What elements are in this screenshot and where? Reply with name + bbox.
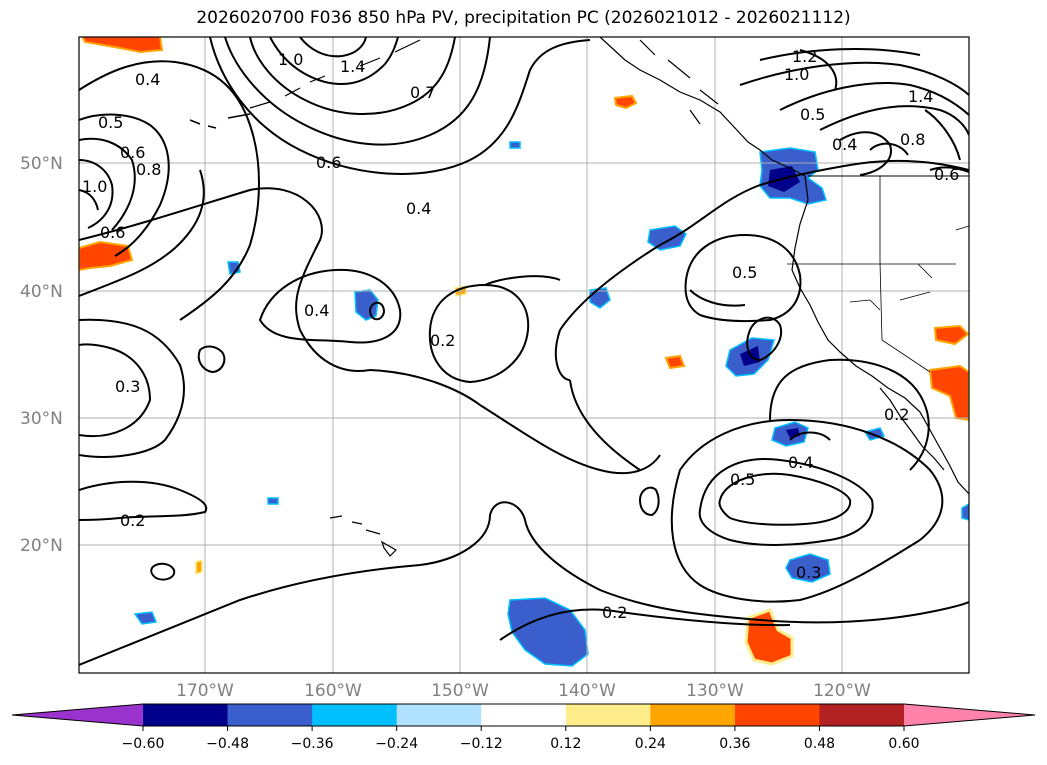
colorbar-segment <box>819 704 905 726</box>
contour-label: 1.4 <box>340 57 365 76</box>
colorbar-tick-label: 0.60 <box>888 736 919 752</box>
pv-contours <box>79 37 969 666</box>
contour-label: 0.7 <box>410 83 435 102</box>
colorbar-tick-label: −0.48 <box>206 736 249 752</box>
colorbar-tick-label: −0.12 <box>460 736 503 752</box>
contour-labels: 0.4 0.5 0.6 0.8 1.0 0.6 1.0 1.4 0.7 1.2 … <box>82 47 959 622</box>
contour-label: 0.4 <box>832 135 857 154</box>
precip-shading <box>79 37 969 667</box>
contour-label: 0.4 <box>406 199 431 218</box>
map-plot: 0.4 0.5 0.6 0.8 1.0 0.6 1.0 1.4 0.7 1.2 … <box>20 36 970 700</box>
lon-label: 160°W <box>304 681 362 700</box>
colorbar-tick-label: −0.24 <box>375 736 418 752</box>
contour-label: 1.0 <box>278 50 303 69</box>
colorbar-extend-low <box>12 704 143 726</box>
contour-label: 0.2 <box>430 331 455 350</box>
contour-label: 1.0 <box>82 177 107 196</box>
colorbar-segment <box>143 704 229 726</box>
colorbar-segment <box>396 704 482 726</box>
gridlines <box>79 37 969 673</box>
lon-label: 140°W <box>558 681 616 700</box>
lat-label: 30°N <box>20 409 63 429</box>
map-frame <box>78 36 970 674</box>
contour-label: 0.8 <box>136 160 161 179</box>
contour-label: 0.6 <box>100 223 125 242</box>
colorbar-tick-label: 0.12 <box>550 736 581 752</box>
contour-label: 0.5 <box>800 105 825 124</box>
contour-label: 1.0 <box>784 65 809 84</box>
lon-label: 150°W <box>431 681 489 700</box>
colorbar-tick-label: 0.24 <box>635 736 666 752</box>
contour-label: 0.4 <box>788 453 813 472</box>
map-title: 2026020700 F036 850 hPa PV, precipitatio… <box>196 8 851 28</box>
colorbar-segment <box>565 704 651 726</box>
contour-label: 0.5 <box>730 470 755 489</box>
contour-label: 0.3 <box>796 563 821 582</box>
latitude-labels: 50°N 40°N 30°N 20°N <box>20 154 63 556</box>
lat-label: 40°N <box>20 282 63 302</box>
lon-label: 170°W <box>176 681 234 700</box>
colorbar-segments <box>11 703 1036 727</box>
contour-label: 0.6 <box>120 143 145 162</box>
contour-label: 1.2 <box>792 47 817 66</box>
colorbar-segment <box>227 704 313 726</box>
colorbar-segment <box>734 704 820 726</box>
colorbar-segment <box>312 704 398 726</box>
contour-label: 0.5 <box>732 263 757 282</box>
contour-label: 0.2 <box>884 405 909 424</box>
lat-label: 50°N <box>20 154 63 174</box>
contour-label: 1.4 <box>908 87 933 106</box>
colorbar-tick-label: 0.48 <box>804 736 835 752</box>
colorbar-extend-high <box>904 704 1035 726</box>
contour-label: 0.5 <box>98 113 123 132</box>
colorbar-tick-label: −0.60 <box>122 736 165 752</box>
colorbar-tick-label: −0.36 <box>291 736 334 752</box>
lat-label: 20°N <box>20 536 63 556</box>
contour-label: 0.6 <box>934 165 959 184</box>
lon-label: 120°W <box>813 681 871 700</box>
contour-label: 0.6 <box>316 153 341 172</box>
contour-label: 0.2 <box>120 511 145 530</box>
colorbar-tick-label: 0.36 <box>719 736 750 752</box>
contour-label: 0.4 <box>135 70 160 89</box>
contour-label: 0.4 <box>304 301 329 320</box>
colorbar-segment <box>650 704 736 726</box>
colorbar-segment <box>481 704 567 726</box>
longitude-labels: 170°W 160°W 150°W 140°W 130°W 120°W <box>176 681 871 700</box>
colorbar-ticks: −0.60 −0.48 −0.36 −0.24 −0.12 0.12 0.24 0.36 0.4… <box>122 726 920 752</box>
contour-label: 0.2 <box>602 603 627 622</box>
contour-label: 0.8 <box>900 130 925 149</box>
lon-label: 130°W <box>686 681 744 700</box>
contour-label: 0.3 <box>115 377 140 396</box>
